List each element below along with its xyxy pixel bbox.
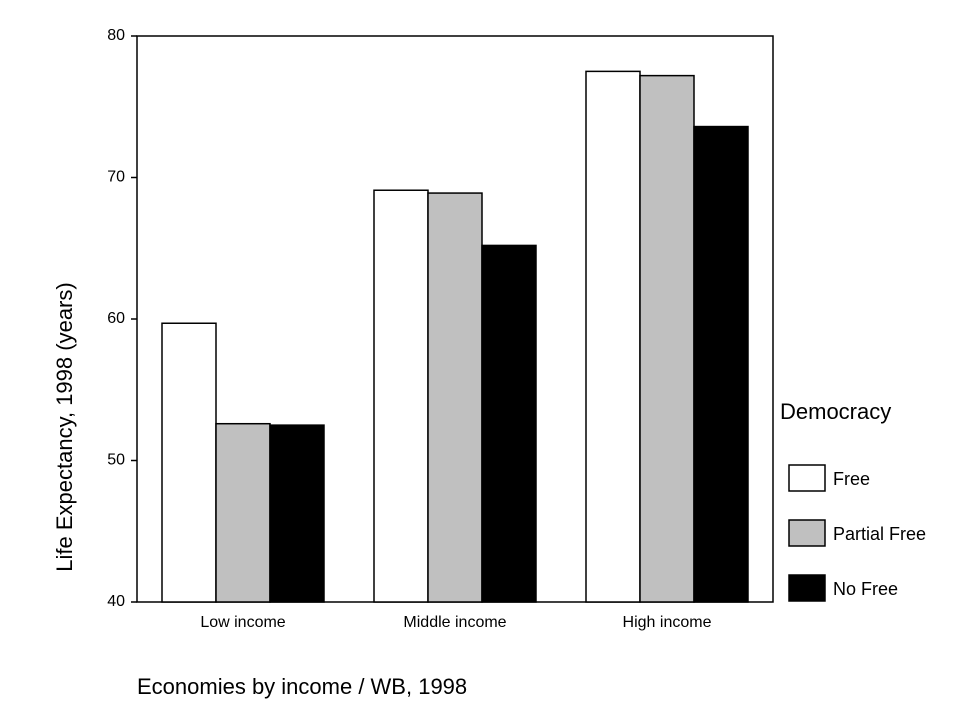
y-tick-label: 60 bbox=[107, 310, 125, 327]
legend-label: Partial Free bbox=[833, 524, 926, 544]
bar bbox=[585, 70, 641, 603]
y-axis-label: Life Expectancy, 1998 (years) bbox=[52, 282, 77, 571]
y-tick-label: 70 bbox=[107, 169, 125, 186]
x-axis-label: Economies by income / WB, 1998 bbox=[137, 674, 467, 699]
x-tick-label: Low income bbox=[200, 614, 285, 631]
bar bbox=[481, 244, 537, 603]
y-tick-label: 80 bbox=[107, 27, 125, 44]
bar bbox=[427, 192, 483, 603]
bar bbox=[161, 322, 217, 603]
legend-title: Democracy bbox=[780, 399, 891, 424]
legend-label: Free bbox=[833, 469, 870, 489]
bar bbox=[215, 422, 271, 603]
x-tick-label: High income bbox=[623, 614, 712, 631]
legend-swatch bbox=[788, 574, 826, 602]
bar bbox=[373, 189, 429, 603]
legend-label: No Free bbox=[833, 579, 898, 599]
legend-swatch bbox=[788, 519, 826, 547]
y-tick-label: 40 bbox=[107, 593, 125, 610]
y-tick-label: 50 bbox=[107, 452, 125, 469]
bar bbox=[639, 74, 695, 603]
legend-swatch bbox=[788, 464, 826, 492]
x-tick-label: Middle income bbox=[403, 614, 506, 631]
bar bbox=[693, 125, 749, 603]
bar bbox=[269, 424, 325, 603]
